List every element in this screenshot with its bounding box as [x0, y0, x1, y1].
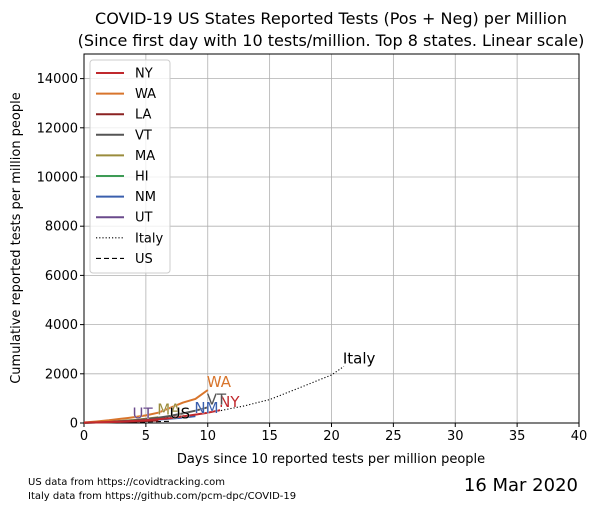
legend-label-wa: WA: [135, 87, 156, 102]
y-tick-label: 10000: [37, 171, 78, 186]
legend-label-ma: MA: [135, 149, 155, 164]
x-tick-label: 5: [142, 429, 150, 444]
x-tick-label: 0: [80, 429, 88, 444]
y-tick-label: 6000: [45, 269, 78, 284]
x-tick-label: 30: [447, 429, 464, 444]
y-axis-label: Cumulative reported tests per million pe…: [9, 92, 24, 384]
x-tick-label: 20: [323, 429, 340, 444]
legend-label-nm: NM: [135, 190, 156, 205]
legend-label-ny: NY: [135, 67, 153, 82]
y-tick-label: 2000: [45, 367, 78, 382]
y-tick-label: 0: [70, 417, 78, 432]
series-end-label-ut: UT: [133, 404, 154, 422]
y-tick-label: 12000: [37, 121, 78, 136]
series-end-label-italy: Italy: [343, 349, 376, 367]
legend-items: NY WA LA VT MA HI NM UT Italy US: [96, 67, 164, 267]
series-line-ny: [83, 409, 221, 424]
legend-label-italy: Italy: [135, 231, 164, 246]
series-end-label-wa: WA: [207, 373, 232, 391]
y-tick-label: 8000: [45, 220, 78, 235]
y-tick-label: 14000: [37, 72, 78, 87]
series-end-label-ny: NY: [219, 393, 240, 411]
x-tick-label: 10: [199, 429, 216, 444]
series-lines: [83, 365, 345, 424]
series-end-label-us: US: [170, 404, 191, 422]
source-note-us: US data from https://covidtracking.com: [28, 477, 225, 488]
x-tick-label: 15: [261, 429, 278, 444]
legend-label-vt: VT: [135, 128, 152, 143]
legend-label-hi: HI: [135, 170, 149, 185]
series-end-label-nm: NM: [194, 399, 218, 417]
series-end-label-ma: MA: [157, 400, 181, 418]
grid-lines: [83, 54, 580, 424]
x-axis-label: Days since 10 reported tests per million…: [177, 452, 485, 467]
date-stamp: 16 Mar 2020: [463, 475, 578, 496]
legend-label-us: US: [135, 252, 153, 267]
legend: NY WA LA VT MA HI NM UT Italy US: [89, 59, 171, 274]
chart-title: COVID-19 US States Reported Tests (Pos +…: [95, 9, 567, 28]
x-tick-label: 25: [385, 429, 402, 444]
chart-subtitle: (Since first day with 10 tests/million. …: [78, 31, 585, 50]
series-line-wa: [83, 389, 209, 424]
legend-label-ut: UT: [135, 211, 153, 226]
y-tick-label: 4000: [45, 318, 78, 333]
axis-ticks: 0 5 10 15 20 25 30 35 40 0 2000 4000 6000 8000 10000 12…: [37, 72, 588, 444]
source-note-italy: Italy data from https://github.com/pcm-d…: [28, 491, 297, 502]
series-end-label-vt: VT: [207, 390, 227, 408]
legend-label-la: LA: [135, 108, 152, 123]
x-tick-label: 35: [509, 429, 526, 444]
x-tick-label: 40: [571, 429, 588, 444]
